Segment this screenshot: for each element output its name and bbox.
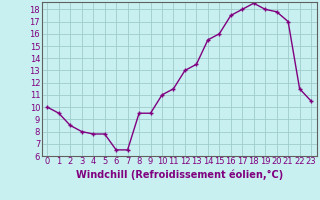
X-axis label: Windchill (Refroidissement éolien,°C): Windchill (Refroidissement éolien,°C) — [76, 169, 283, 180]
